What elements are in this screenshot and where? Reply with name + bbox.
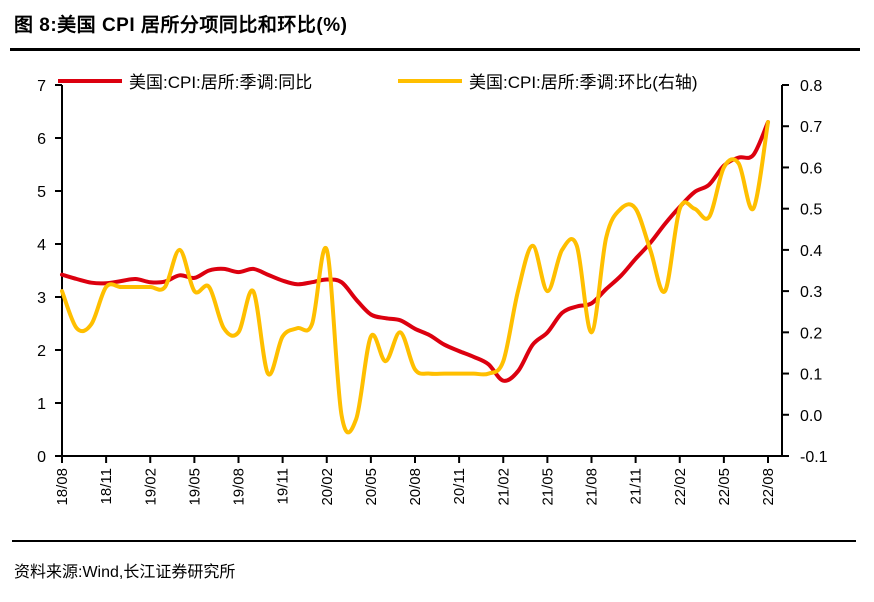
- x-tick-label: 20/05: [363, 468, 380, 506]
- source-note: 资料来源:Wind,长江证券研究所: [14, 564, 236, 581]
- left-tick-label: 4: [37, 237, 46, 254]
- right-tick-label: 0.0: [800, 408, 822, 425]
- legend-item-mom: 美国:CPI:居所:季调:环比(右轴): [398, 68, 698, 93]
- left-tick-label: 2: [37, 343, 46, 360]
- right-tick-label: 0.1: [800, 367, 822, 384]
- footer-divider: [12, 540, 856, 542]
- right-tick-label: 0.7: [800, 119, 822, 136]
- right-tick-label: 0.5: [800, 202, 822, 219]
- right-tick-label: 0.2: [800, 325, 822, 342]
- left-tick-label: 5: [37, 184, 46, 201]
- left-tick-label: 1: [37, 396, 46, 413]
- right-tick-label: -0.1: [800, 449, 828, 466]
- x-tick-label: 21/02: [495, 468, 512, 506]
- legend-label-yoy: 美国:CPI:居所:季调:同比: [129, 73, 313, 92]
- x-tick-label: 19/02: [142, 468, 159, 506]
- x-tick-label: 21/08: [584, 468, 601, 506]
- x-tick-label: 20/02: [319, 468, 336, 506]
- x-tick-label: 20/11: [451, 468, 468, 504]
- x-tick-label: 22/02: [672, 468, 689, 506]
- left-tick-label: 7: [37, 78, 46, 95]
- x-tick-label: 21/05: [539, 468, 556, 506]
- right-tick-label: 0.4: [800, 243, 822, 260]
- x-tick-label: 18/08: [54, 468, 71, 506]
- right-tick-label: 0.8: [800, 78, 822, 95]
- x-tick-label: 21/11: [628, 468, 645, 504]
- title-divider: [10, 48, 860, 51]
- figure-title: 图 8:美国 CPI 居所分项同比和环比(%): [14, 15, 348, 36]
- x-tick-label: 19/11: [275, 468, 292, 504]
- left-tick-label: 0: [37, 449, 46, 466]
- series-line-mom: [60, 120, 770, 435]
- legend-label-mom: 美国:CPI:居所:季调:环比(右轴): [469, 73, 698, 92]
- x-tick-label: 19/05: [186, 468, 203, 506]
- x-tick-label: 19/08: [231, 468, 248, 506]
- right-tick-label: 0.3: [800, 284, 822, 301]
- left-tick-label: 3: [37, 290, 46, 307]
- left-tick-label: 6: [37, 131, 46, 148]
- series-line-yoy: [60, 120, 770, 383]
- legend-swatch-mom: [398, 78, 462, 83]
- x-tick-label: 22/05: [716, 468, 733, 506]
- legend-item-yoy: 美国:CPI:居所:季调:同比: [58, 68, 312, 93]
- x-tick-label: 18/11: [98, 468, 115, 504]
- legend-swatch-yoy: [58, 78, 122, 83]
- x-tick-label: 22/08: [760, 468, 777, 506]
- x-tick-label: 20/08: [407, 468, 424, 506]
- right-tick-label: 0.6: [800, 160, 822, 177]
